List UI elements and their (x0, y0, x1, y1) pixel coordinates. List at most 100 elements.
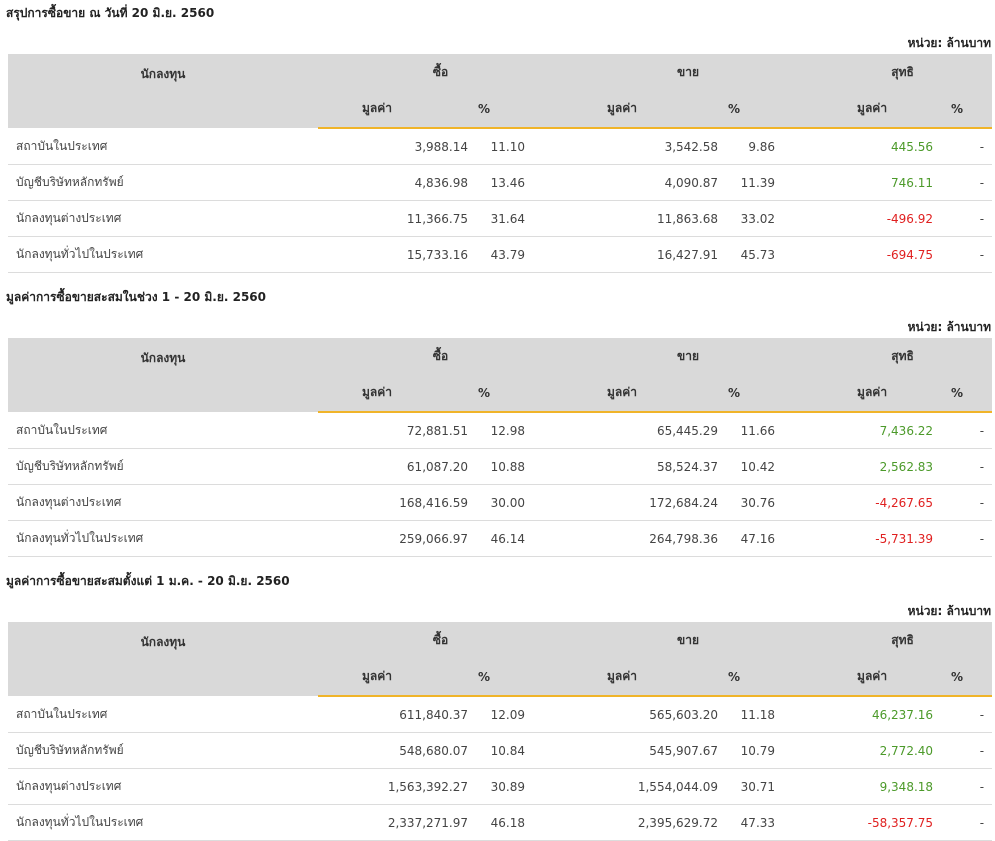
header-sell: ขาย (563, 338, 814, 374)
buy-value: 72,881.51 (318, 412, 468, 449)
sell-value: 3,542.58 (563, 128, 719, 165)
net-value: -5,731.39 (813, 520, 942, 557)
table-row: สถาบันในประเทศ 3,988.14 11.10 3,542.58 9.86 4… (8, 128, 993, 165)
investor-name: นักลงทุนต่างประเทศ (8, 200, 318, 237)
net-value: 7,436.22 (813, 412, 942, 449)
buy-value: 61,087.20 (318, 448, 468, 485)
buy-value: 168,416.59 (318, 484, 468, 521)
net-value: 445.56 (813, 128, 942, 165)
subheader-net-value: มูลค่า (813, 90, 942, 129)
header-net: สุทธิ (813, 338, 993, 374)
subheader-net-pct: % (941, 90, 993, 129)
table-row: นักลงทุนทั่วไปในประเทศ 2,337,271.97 46.18 2… (8, 804, 993, 841)
investor-name: นักลงทุนทั่วไปในประเทศ (8, 520, 318, 557)
sell-pct: 11.39 (718, 164, 814, 201)
buy-pct: 13.46 (468, 164, 564, 201)
buy-value: 11,366.75 (318, 200, 468, 237)
buy-value: 3,988.14 (318, 128, 468, 165)
investor-name: สถาบันในประเทศ (8, 696, 318, 733)
investor-name: นักลงทุนต่างประเทศ (8, 484, 318, 521)
unit-label: หน่วย: ล้านบาท (907, 36, 991, 50)
buy-pct: 12.09 (468, 696, 564, 733)
investor-table: นักลงทุน ซื้อ ขาย สุทธิ มูลค่า % มูลค่า … (8, 338, 993, 557)
table-row: สถาบันในประเทศ 72,881.51 12.98 65,445.29 11.… (8, 412, 993, 449)
net-pct: - (941, 484, 993, 521)
table-row: นักลงทุนต่างประเทศ 11,366.75 31.64 11,863.6… (8, 200, 993, 237)
net-value: 9,348.18 (813, 768, 942, 805)
sell-value: 58,524.37 (563, 448, 719, 485)
buy-pct: 10.84 (468, 732, 564, 769)
buy-value: 4,836.98 (318, 164, 468, 201)
net-pct: - (941, 200, 993, 237)
sell-pct: 11.66 (718, 412, 814, 449)
sell-pct: 30.71 (718, 768, 814, 805)
subheader-net-pct: % (941, 658, 993, 697)
net-value: -496.92 (813, 200, 942, 237)
table-row: นักลงทุนต่างประเทศ 168,416.59 30.00 172,684… (8, 484, 993, 521)
sell-value: 172,684.24 (563, 484, 719, 521)
buy-pct: 30.00 (468, 484, 564, 521)
buy-pct: 30.89 (468, 768, 564, 805)
net-pct: - (941, 768, 993, 805)
sell-value: 545,907.67 (563, 732, 719, 769)
subheader-buy-value: มูลค่า (318, 90, 468, 129)
investor-name: นักลงทุนต่างประเทศ (8, 768, 318, 805)
subheader-net-value: มูลค่า (813, 374, 942, 413)
net-pct: - (941, 236, 993, 273)
buy-pct: 46.14 (468, 520, 564, 557)
net-pct: - (941, 164, 993, 201)
net-pct: - (941, 732, 993, 769)
net-value: -4,267.65 (813, 484, 942, 521)
net-value: -694.75 (813, 236, 942, 273)
subheader-sell-value: มูลค่า (563, 90, 719, 129)
sell-value: 264,798.36 (563, 520, 719, 557)
investor-table: นักลงทุน ซื้อ ขาย สุทธิ มูลค่า % มูลค่า … (8, 54, 993, 273)
buy-value: 548,680.07 (318, 732, 468, 769)
buy-pct: 43.79 (468, 236, 564, 273)
sell-value: 4,090.87 (563, 164, 719, 201)
net-value: 2,772.40 (813, 732, 942, 769)
sell-pct: 45.73 (718, 236, 814, 273)
header-net: สุทธิ (813, 54, 993, 90)
net-value: 46,237.16 (813, 696, 942, 733)
buy-value: 611,840.37 (318, 696, 468, 733)
sell-value: 65,445.29 (563, 412, 719, 449)
buy-pct: 12.98 (468, 412, 564, 449)
subheader-sell-pct: % (718, 90, 814, 129)
table-row: บัญชีบริษัทหลักทรัพย์ 61,087.20 10.88 58,52… (8, 448, 993, 485)
net-value: 2,562.83 (813, 448, 942, 485)
header-buy: ซื้อ (318, 54, 564, 90)
unit-label: หน่วย: ล้านบาท (907, 320, 991, 334)
sell-pct: 47.16 (718, 520, 814, 557)
header-sell: ขาย (563, 54, 814, 90)
subheader-buy-value: มูลค่า (318, 658, 468, 697)
table-row: นักลงทุนทั่วไปในประเทศ 15,733.16 43.79 16,4… (8, 236, 993, 273)
net-pct: - (941, 448, 993, 485)
net-pct: - (941, 804, 993, 841)
buy-pct: 10.88 (468, 448, 564, 485)
header-investor: นักลงทุน (8, 54, 318, 128)
header-buy: ซื้อ (318, 622, 564, 658)
sell-value: 565,603.20 (563, 696, 719, 733)
sell-value: 2,395,629.72 (563, 804, 719, 841)
unit-label: หน่วย: ล้านบาท (907, 604, 991, 618)
sell-pct: 47.33 (718, 804, 814, 841)
buy-pct: 11.10 (468, 128, 564, 165)
subheader-sell-pct: % (718, 658, 814, 697)
net-value: -58,357.75 (813, 804, 942, 841)
sell-value: 11,863.68 (563, 200, 719, 237)
investor-name: บัญชีบริษัทหลักทรัพย์ (8, 732, 318, 769)
table-row: นักลงทุนทั่วไปในประเทศ 259,066.97 46.14 264… (8, 520, 993, 557)
header-net: สุทธิ (813, 622, 993, 658)
subheader-sell-pct: % (718, 374, 814, 413)
sell-pct: 10.42 (718, 448, 814, 485)
net-value: 746.11 (813, 164, 942, 201)
header-buy: ซื้อ (318, 338, 564, 374)
buy-pct: 46.18 (468, 804, 564, 841)
sell-pct: 30.76 (718, 484, 814, 521)
investor-name: บัญชีบริษัทหลักทรัพย์ (8, 164, 318, 201)
table-row: บัญชีบริษัทหลักทรัพย์ 548,680.07 10.84 545,… (8, 732, 993, 769)
subheader-net-pct: % (941, 374, 993, 413)
buy-value: 2,337,271.97 (318, 804, 468, 841)
buy-pct: 31.64 (468, 200, 564, 237)
